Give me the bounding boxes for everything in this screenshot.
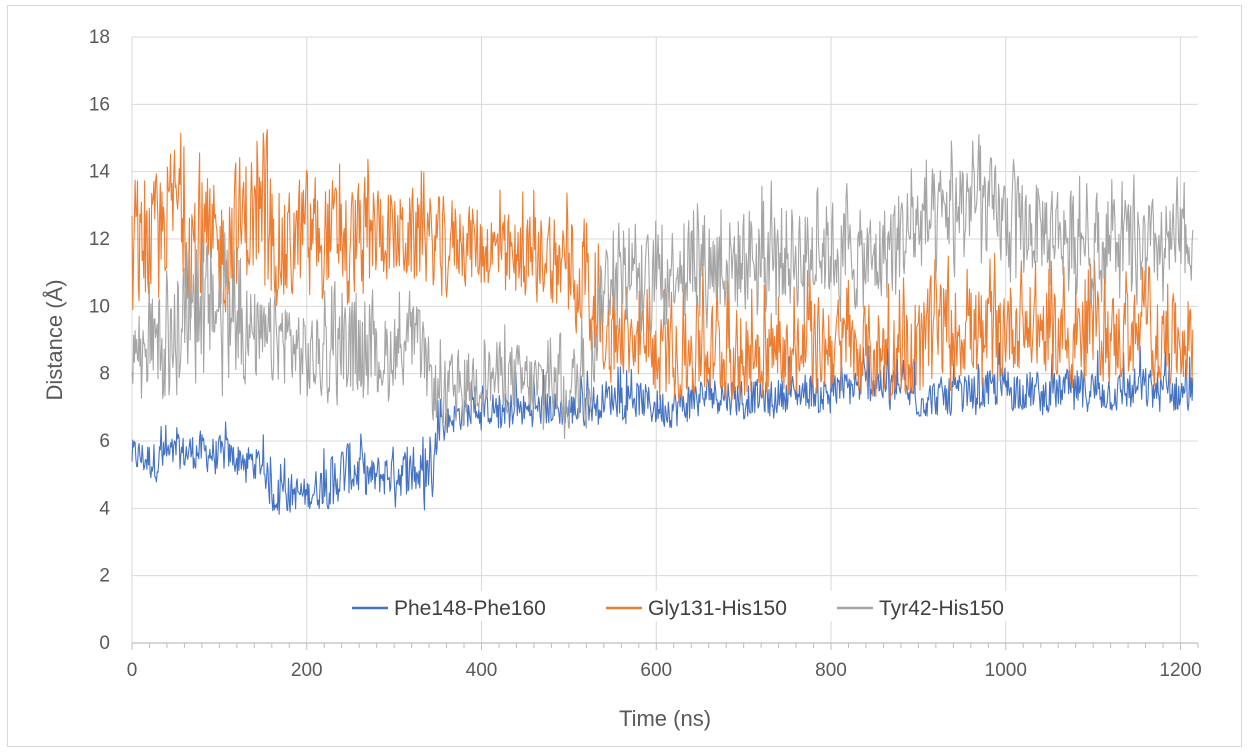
x-axis-ticks (131, 643, 1199, 650)
legend-bg (602, 591, 842, 621)
y-tick-label: 4 (99, 498, 110, 519)
y-tick-label: 18 (89, 27, 110, 48)
legend-bg (348, 591, 588, 621)
legend-label: Tyr42-His150 (879, 597, 1004, 620)
x-tick-label: 1200 (1159, 660, 1201, 681)
y-tick-label: 12 (89, 229, 110, 250)
legend-label: Gly131-His150 (648, 597, 787, 620)
legend-bg (833, 591, 1073, 621)
series-group (131, 129, 1194, 515)
series-line-gly131-his150 (131, 129, 1194, 403)
x-tick-label: 200 (291, 660, 323, 681)
y-axis-title: Distance (Å) (42, 279, 67, 400)
y-tick-label: 14 (89, 162, 111, 183)
x-tick-label: 600 (640, 660, 672, 681)
series-line-tyr42-his150 (131, 134, 1194, 440)
y-tick-label: 16 (89, 94, 110, 115)
x-tick-label: 800 (815, 660, 847, 681)
chart-frame (7, 5, 1242, 747)
y-tick-label: 10 (89, 296, 110, 317)
y-tick-labels: 0 2 4 6 8 10 12 14 16 18 (89, 27, 111, 654)
y-tick-label: 2 (99, 566, 110, 587)
legend-label: Phe148-Phe160 (394, 597, 546, 620)
y-tick-label: 6 (99, 431, 110, 452)
x-tick-label: 1000 (985, 660, 1027, 681)
series-line-phe148-phe160 (131, 342, 1194, 515)
x-tick-label: 400 (466, 660, 498, 681)
x-tick-labels: 0 200 400 600 800 1000 1200 (127, 660, 1202, 681)
y-tick-label: 8 (99, 364, 110, 385)
x-axis-title: Time (ns) (619, 706, 711, 731)
x-tick-label: 0 (127, 660, 138, 681)
legend: Phe148-Phe160 Gly131-His150 Tyr42-His150 (348, 591, 1073, 621)
y-tick-label: 0 (99, 633, 110, 654)
